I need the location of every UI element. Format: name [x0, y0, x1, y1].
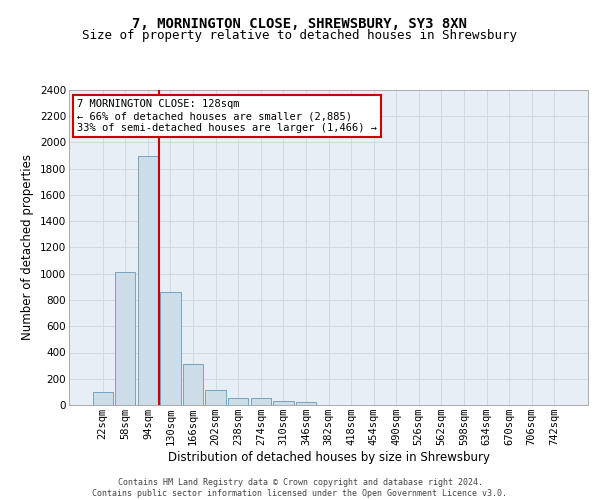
Text: 7 MORNINGTON CLOSE: 128sqm
← 66% of detached houses are smaller (2,885)
33% of s: 7 MORNINGTON CLOSE: 128sqm ← 66% of deta… [77, 100, 377, 132]
Text: 7, MORNINGTON CLOSE, SHREWSBURY, SY3 8XN: 7, MORNINGTON CLOSE, SHREWSBURY, SY3 8XN [133, 18, 467, 32]
Bar [92, 392, 113, 405]
Text: Contains HM Land Registry data © Crown copyright and database right 2024.
Contai: Contains HM Land Registry data © Crown c… [92, 478, 508, 498]
Bar [228, 398, 248, 405]
Bar [205, 390, 226, 405]
Bar [251, 398, 271, 405]
Text: Size of property relative to detached houses in Shrewsbury: Size of property relative to detached ho… [83, 29, 517, 42]
Bar [138, 156, 158, 405]
X-axis label: Distribution of detached houses by size in Shrewsbury: Distribution of detached houses by size … [167, 451, 490, 464]
Bar [160, 292, 181, 405]
Bar [115, 272, 136, 405]
Bar [273, 401, 293, 405]
Bar [296, 402, 316, 405]
Y-axis label: Number of detached properties: Number of detached properties [22, 154, 34, 340]
Bar [183, 364, 203, 405]
